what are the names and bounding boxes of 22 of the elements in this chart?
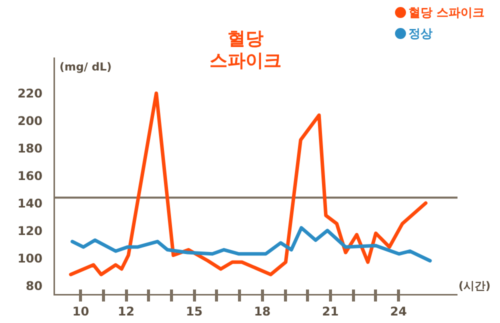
y-tick-label: 80 bbox=[26, 278, 43, 293]
legend-label: 혈당 스파이크 bbox=[408, 6, 485, 20]
x-tick-label: 12 bbox=[118, 304, 134, 318]
y-tick-label: 100 bbox=[17, 252, 43, 266]
y-axis-title: (mg/ dL) bbox=[60, 60, 112, 74]
line-series bbox=[69, 91, 428, 276]
x-tick-label: 21 bbox=[322, 304, 339, 318]
y-tick-label: 160 bbox=[17, 169, 43, 184]
x-axis-title: (시간) bbox=[458, 280, 491, 292]
y-tick-label: 140 bbox=[17, 196, 43, 211]
x-tick-label: 15 bbox=[186, 304, 203, 318]
x-tick-label: 18 bbox=[254, 304, 271, 318]
y-tick-label: 180 bbox=[17, 142, 43, 156]
x-tick-label: 24 bbox=[390, 304, 407, 318]
x-tick-label: 10 bbox=[72, 304, 90, 318]
line-series bbox=[70, 226, 432, 263]
text: 혈당 bbox=[228, 28, 264, 48]
y-tick-label: 200 bbox=[17, 114, 43, 128]
legend-label: 정상 bbox=[408, 26, 432, 40]
annotation: 스파이크 bbox=[210, 50, 282, 70]
y-tick-label: 220 bbox=[17, 86, 43, 101]
y-tick-label: 120 bbox=[17, 224, 43, 238]
